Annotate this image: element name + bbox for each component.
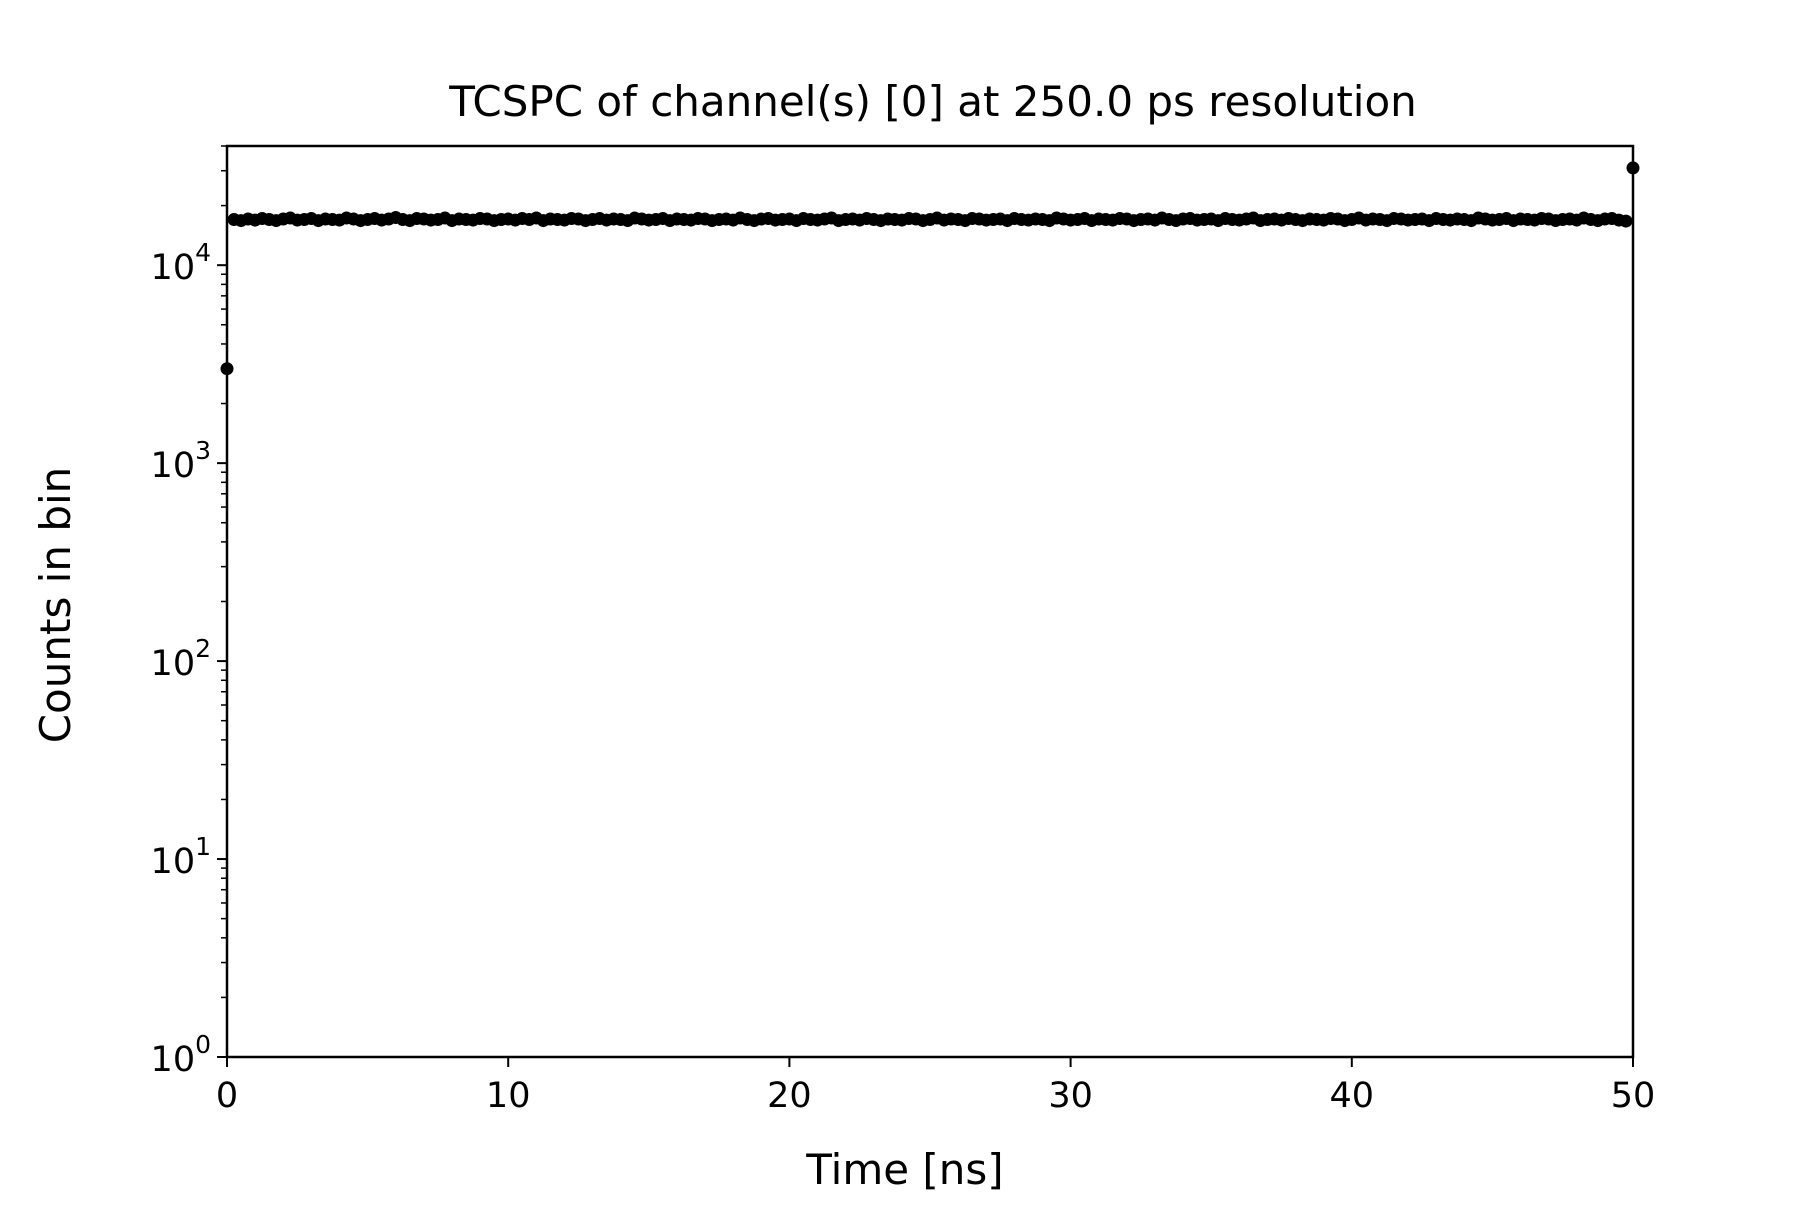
y-tick-label: 101 xyxy=(151,832,211,882)
x-tick-label: 40 xyxy=(1330,1076,1375,1116)
plot-frame xyxy=(225,144,1635,1059)
x-tick-label: 0 xyxy=(216,1076,238,1116)
data-points xyxy=(220,161,1640,376)
data-point xyxy=(1619,214,1633,228)
x-tick-label: 20 xyxy=(767,1076,812,1116)
y-axis-label: Counts in bin xyxy=(31,467,80,744)
x-tick-label: 30 xyxy=(1048,1076,1093,1116)
axis-ticks: 0 10 20 30 40 50 100 101 102 103 104 xyxy=(151,145,1656,1116)
chart-title: TCSPC of channel(s) [0] at 250.0 ps reso… xyxy=(448,77,1417,126)
y-tick-label: 104 xyxy=(151,238,211,288)
y-tick-label: 102 xyxy=(151,634,211,684)
x-axis-label: Time [ns] xyxy=(805,1145,1003,1194)
y-tick-label: 100 xyxy=(151,1030,211,1080)
x-tick-label: 50 xyxy=(1611,1076,1656,1116)
x-tick-label: 10 xyxy=(486,1076,531,1116)
y-tick-label: 103 xyxy=(151,436,211,486)
